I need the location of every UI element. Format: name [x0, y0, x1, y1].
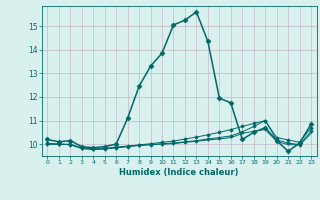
- X-axis label: Humidex (Indice chaleur): Humidex (Indice chaleur): [119, 168, 239, 177]
